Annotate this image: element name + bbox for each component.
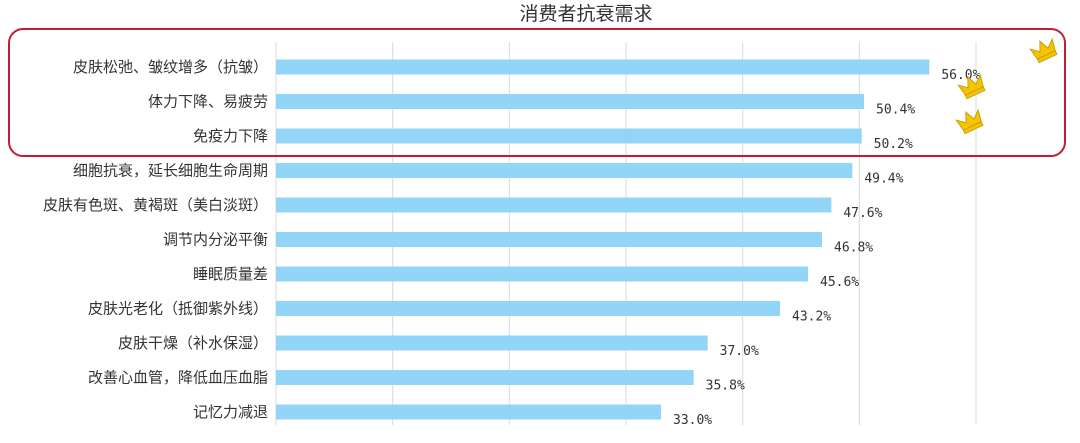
bar [276,404,661,420]
category-label: 免疫力下降 [193,127,268,145]
category-labels: 皮肤松弛、皱纹增多（抗皱） 体力下降、易疲劳免疫力下降细胞抗衰，延长细胞生命周期皮… [43,58,268,421]
data-label: 43.2% [792,310,831,325]
data-label: 47.6% [843,206,882,221]
data-label: 50.4% [876,103,915,118]
data-label: 35.8% [706,379,745,394]
bar [276,370,694,385]
category-label: 皮肤有色斑、黄褐斑（美白淡斑） [43,196,268,214]
data-label: 45.6% [820,275,859,290]
category-label: 睡眠质量差 [193,265,268,283]
category-label: 记忆力减退 [193,403,268,421]
data-label: 33.0% [673,413,712,428]
category-label: 改善心血管，降低血压血脂 [88,369,268,387]
crown-icon [957,73,986,100]
data-label: 50.2% [874,137,913,152]
chart-title: 消费者抗衰需求 [519,3,652,25]
bar [276,301,780,316]
category-label: 皮肤光老化（抵御紫外线） [88,300,268,318]
bar [276,232,822,247]
bar [276,266,808,282]
bar [276,197,832,213]
category-label: 体力下降、易疲劳 [148,93,268,111]
crown-icon [955,108,984,135]
bar [276,128,862,144]
bar [276,59,930,75]
category-label: 调节内分泌平衡 [163,231,268,249]
category-label: 细胞抗衰，延长细胞生命周期 [73,162,268,180]
bar [276,163,853,178]
crown-icon [1029,37,1058,64]
data-label: 46.8% [834,241,873,256]
data-label: 56.0% [941,68,980,83]
bars [276,59,930,420]
data-labels: 56.0% 50.4% 50.2% 49.4% 47.6% 46.8% 45.6% 43.2%… [673,68,981,428]
data-label: 37.0% [720,344,759,359]
category-label: 皮肤干燥（补水保湿） [118,334,268,352]
crowns [955,37,1058,135]
bar [276,94,864,109]
data-label: 49.4% [864,172,903,187]
highlight-box [8,28,1066,157]
category-label: 皮肤松弛、皱纹增多（抗皱） [73,58,268,76]
bar [276,335,708,351]
